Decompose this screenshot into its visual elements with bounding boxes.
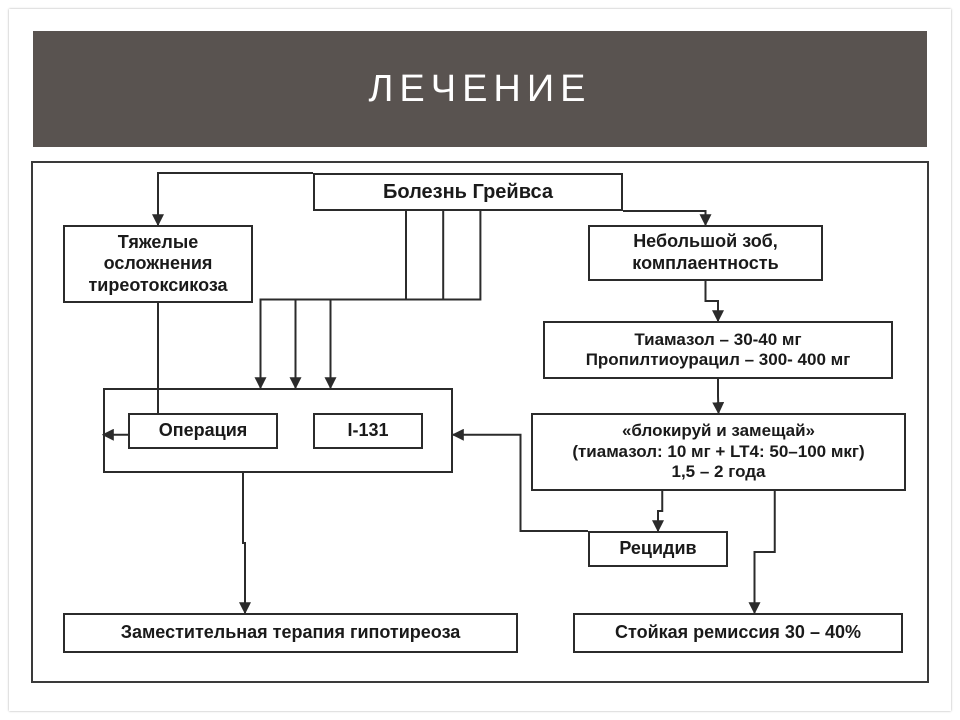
- node-label: Заместительная терапия гипотиреоза: [121, 622, 461, 644]
- node-root: Болезнь Грейвса: [313, 173, 623, 211]
- node-label: I-131: [347, 420, 388, 442]
- node-block: «блокируй и замещай»(тиамазол: 10 мг + L…: [531, 413, 906, 491]
- node-label: Стойкая ремиссия 30 – 40%: [615, 622, 861, 644]
- slide-title: ЛЕЧЕНИЕ: [368, 68, 591, 111]
- flowchart-frame: Болезнь Грейвса Тяжелые осложнения тиреот…: [31, 161, 929, 683]
- node-replace: Заместительная терапия гипотиреоза: [63, 613, 518, 653]
- node-surgery: Операция: [128, 413, 278, 449]
- edge: [243, 473, 245, 613]
- node-smallgtr: Небольшой зоб, комплаентность: [588, 225, 823, 281]
- node-complic: Тяжелые осложнения тиреотоксикоза: [63, 225, 253, 303]
- edge: [755, 491, 775, 613]
- edge: [706, 281, 719, 321]
- slide: ЛЕЧЕНИЕ Болезнь Грейвса Тяжелые осложнени…: [9, 9, 951, 711]
- edge: [158, 173, 313, 225]
- node-label: «блокируй и замещай»(тиамазол: 10 мг + L…: [572, 421, 864, 482]
- node-label: Небольшой зоб, комплаентность: [598, 231, 813, 274]
- node-label: Операция: [159, 420, 248, 442]
- edge: [718, 379, 719, 413]
- node-label: Болезнь Грейвса: [383, 180, 553, 204]
- node-i131: I-131: [313, 413, 423, 449]
- node-label: Тиамазол – 30-40 мгПропилтиоурацил – 300…: [586, 330, 851, 371]
- node-label: Рецидив: [619, 538, 696, 560]
- edge: [658, 491, 662, 531]
- flowchart: Болезнь Грейвса Тяжелые осложнения тиреот…: [33, 163, 927, 681]
- edge: [623, 211, 706, 225]
- node-label: Тяжелые осложнения тиреотоксикоза: [73, 232, 243, 297]
- node-remission: Стойкая ремиссия 30 – 40%: [573, 613, 903, 653]
- slide-header: ЛЕЧЕНИЕ: [33, 31, 927, 147]
- node-relapse: Рецидив: [588, 531, 728, 567]
- node-drugs: Тиамазол – 30-40 мгПропилтиоурацил – 300…: [543, 321, 893, 379]
